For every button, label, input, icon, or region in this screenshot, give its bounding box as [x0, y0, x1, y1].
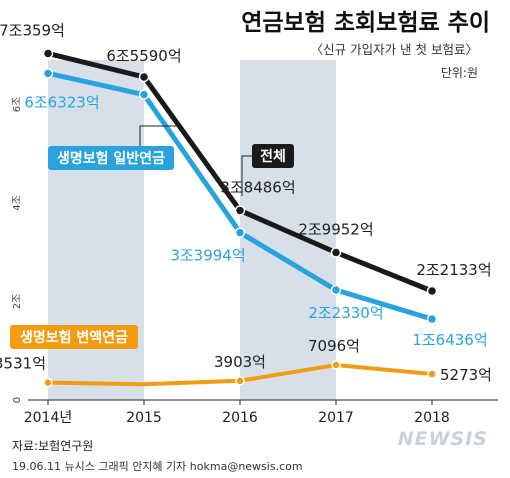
data-label-life_general: 2조2330억 — [308, 304, 383, 322]
data-point-life_general — [426, 313, 438, 325]
data-label-total: 2조9952억 — [298, 220, 373, 238]
data-point-life_general — [138, 89, 150, 100]
data-label-life_general: 1조6436억 — [412, 331, 487, 349]
data-label-life_general: 6조6323억 — [24, 93, 99, 111]
data-point-total — [138, 71, 150, 83]
data-point-total — [42, 48, 54, 59]
credit-text: 19.06.11 뉴시스 그래픽 안지혜 기자 hokma@newsis.com — [12, 460, 303, 473]
y-tick-label: 0 — [12, 397, 23, 403]
unit-label: 단위:원 — [441, 66, 478, 80]
x-tick-label: 2016 — [222, 410, 258, 426]
data-label-life_variable: 5273억 — [440, 366, 492, 384]
legend-life-general-box — [48, 146, 174, 170]
legend-life-variable: 생명보험 변액연금 — [10, 325, 138, 349]
y-tick-label: 4조 — [12, 195, 23, 211]
data-label-life_variable: 7096억 — [308, 337, 360, 355]
data-point-total — [426, 285, 438, 297]
y-axis: 0 2조 4조 6조 — [12, 97, 23, 403]
data-point-life_general — [42, 68, 54, 79]
legend-life-variable-box — [10, 325, 138, 349]
chart-title: 연금보험 초회보험료 추이 — [241, 10, 490, 36]
legend-life-general: 생명보험 일반연금 — [48, 125, 178, 170]
data-point-life_variable — [235, 376, 245, 386]
data-label-total: 3조8486억 — [220, 178, 295, 196]
data-point-life_general — [234, 227, 246, 238]
y-tick-label: 2조 — [12, 294, 23, 310]
data-point-life_general — [330, 284, 342, 296]
data-point-life_variable — [331, 360, 341, 370]
legend-total-box — [252, 144, 294, 168]
x-axis: 2014년 2015 2016 2017 2018 — [24, 400, 450, 426]
legend-life-variable-text: 생명보험 변액연금 — [20, 329, 128, 346]
data-point-life_variable — [43, 377, 53, 388]
x-tick-label: 2015 — [126, 410, 162, 426]
y-tick-label: 6조 — [12, 97, 23, 113]
series-group — [42, 48, 438, 388]
data-labels: 7조359억 6조5590억 3조8486억 2조9952억 2조2133억 6조6323… — [0, 21, 492, 384]
newsis-logo: NEWSIS — [398, 428, 488, 450]
source-text: 자료:보험연구원 — [12, 439, 93, 453]
data-point-total — [330, 247, 342, 258]
data-label-total: 7조359억 — [0, 21, 65, 39]
x-tick-label: 2018 — [414, 410, 450, 426]
legend-total-text: 전체 — [260, 148, 286, 165]
data-label-total: 6조5590억 — [106, 47, 181, 65]
chart-subtitle: 〈신규 가입자가 낸 첫 보험료〉 — [311, 42, 478, 57]
data-label-life_variable: 3903억 — [214, 353, 266, 371]
data-point-total — [234, 205, 246, 216]
x-tick-label: 2017 — [318, 410, 354, 426]
legend-total: 전체 — [241, 144, 294, 196]
legend-life-general-text: 생명보험 일반연금 — [57, 150, 165, 167]
data-label-total: 2조2133억 — [416, 261, 491, 279]
data-label-life_variable: 3531억 — [0, 355, 46, 373]
data-label-life_general: 3조3994억 — [170, 247, 245, 265]
legend-total-leader — [241, 155, 252, 196]
x-tick-label: 2014년 — [24, 410, 73, 426]
data-point-life_variable — [427, 369, 437, 379]
